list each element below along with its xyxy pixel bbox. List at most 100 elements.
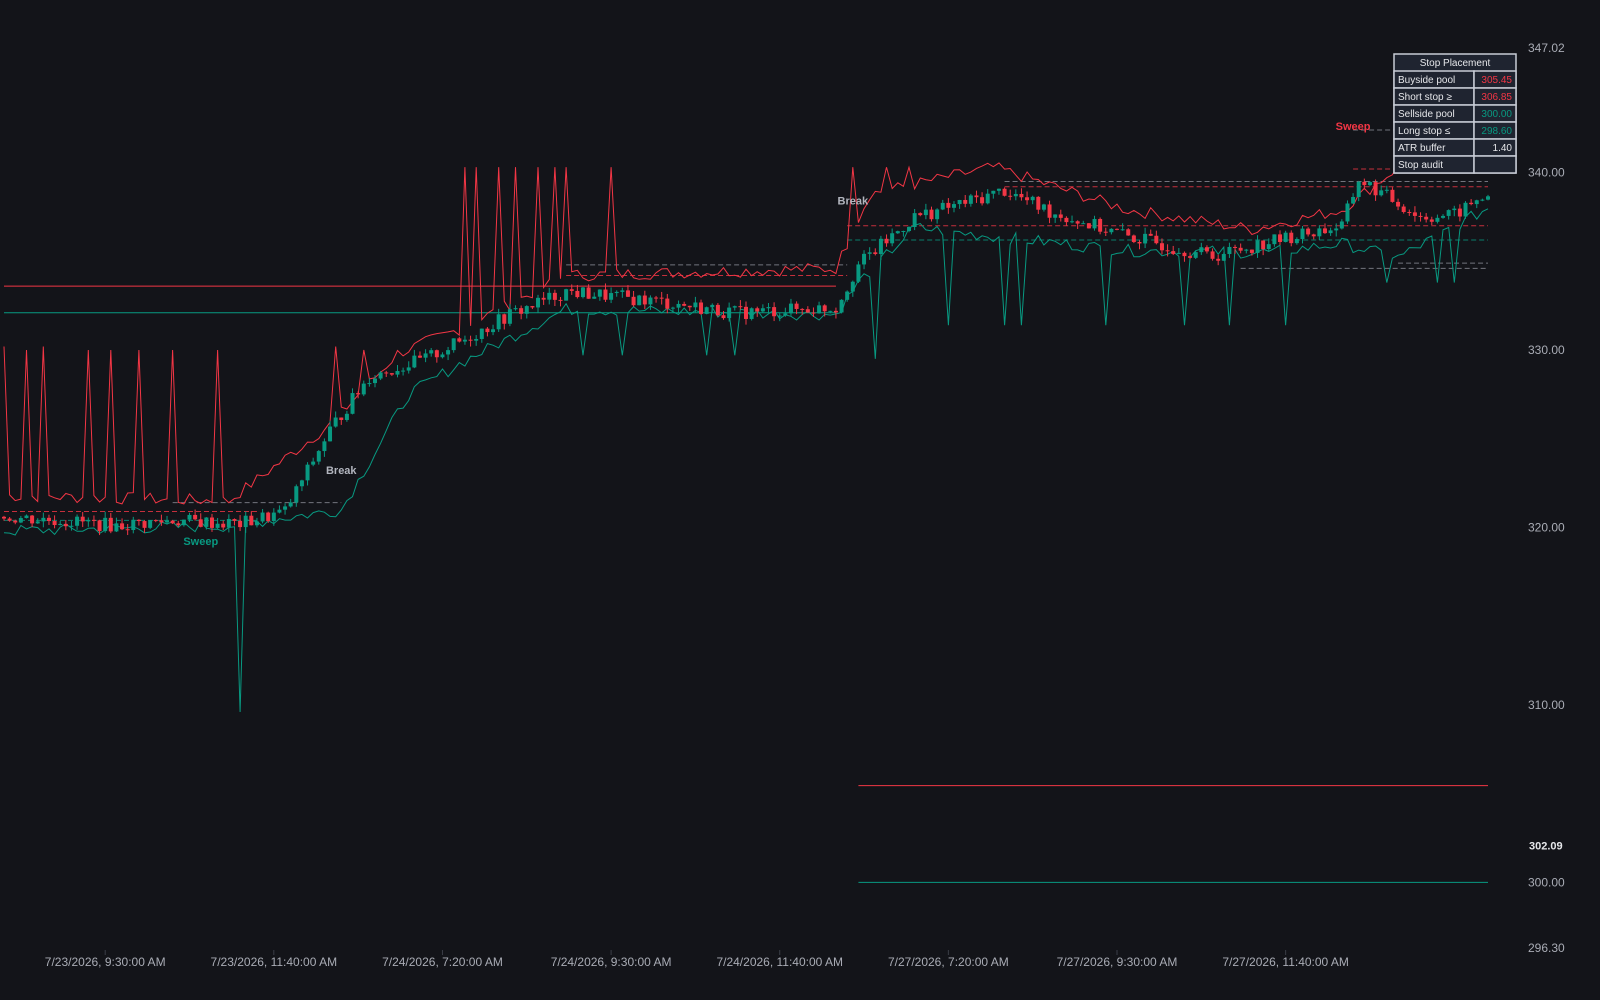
candle-body[interactable] [108,517,113,532]
candle-body[interactable] [238,520,243,528]
candle-body[interactable] [609,293,614,300]
candle-body[interactable] [687,305,692,308]
candle-body[interactable] [811,312,816,314]
candle-body[interactable] [30,515,35,524]
candle-body[interactable] [732,306,737,308]
candle-body[interactable] [176,523,181,526]
candle-body[interactable] [654,297,659,299]
candle-body[interactable] [1115,228,1119,230]
candle-body[interactable] [361,383,366,395]
candle-body[interactable] [963,199,968,204]
candle-body[interactable] [631,296,636,306]
candle-body[interactable] [1182,252,1187,257]
candle-body[interactable] [1300,228,1305,240]
candle-body[interactable] [328,426,333,442]
candle-body[interactable] [1075,221,1080,224]
candle-body[interactable] [648,297,653,305]
candle-body[interactable] [833,310,838,313]
candle-body[interactable] [1424,216,1429,220]
candle-body[interactable] [670,307,675,309]
candle-body[interactable] [704,307,709,314]
candle-body[interactable] [597,289,602,297]
candle-body[interactable] [1345,203,1350,222]
candle-body[interactable] [1452,208,1457,211]
candle-body[interactable] [1249,249,1254,253]
candle-body[interactable] [980,197,985,204]
candle-body[interactable] [305,464,310,481]
candle-body[interactable] [80,516,85,522]
candle-body[interactable] [1109,228,1114,233]
candle-body[interactable] [766,307,771,309]
candle-body[interactable] [1367,182,1372,186]
candle-body[interactable] [1289,232,1294,244]
candle-body[interactable] [502,314,507,324]
candle-body[interactable] [474,338,479,341]
candle-body[interactable] [193,514,198,520]
candle-body[interactable] [788,303,793,314]
candle-body[interactable] [350,393,355,414]
candle-body[interactable] [86,519,91,522]
candle-body[interactable] [951,204,956,208]
candle-body[interactable] [434,350,439,358]
x-axis[interactable]: 7/23/2026, 9:30:00 AM 7/23/2026, 11:40:00… [45,950,1349,969]
candle-body[interactable] [294,486,299,503]
candle-body[interactable] [828,310,833,312]
candle-body[interactable] [1238,247,1243,251]
candle-body[interactable] [322,441,327,452]
candle-body[interactable] [283,506,288,510]
candle-body[interactable] [524,306,529,314]
candle-body[interactable] [114,523,119,532]
candle-body[interactable] [215,523,220,528]
candle-body[interactable] [552,292,557,300]
candle-body[interactable] [620,290,625,292]
candle-body[interactable] [1266,244,1271,250]
candle-body[interactable] [592,296,597,299]
candle-body[interactable] [249,515,254,526]
candle-body[interactable] [800,308,805,310]
candle-body[interactable] [1244,249,1249,251]
candle-body[interactable] [1351,196,1356,204]
candle-body[interactable] [367,383,372,385]
candle-body[interactable] [1120,229,1125,231]
candle-body[interactable] [181,519,186,526]
candle-body[interactable] [356,393,361,395]
candle-body[interactable] [699,302,704,314]
candle-body[interactable] [260,512,265,522]
candle-body[interactable] [1429,219,1434,222]
candle-body[interactable] [1019,193,1024,198]
candle-body[interactable] [1384,189,1389,191]
candle-body[interactable] [1469,202,1474,205]
candle-body[interactable] [530,306,535,308]
candle-body[interactable] [845,291,850,300]
candle-body[interactable] [1227,246,1232,255]
candle-body[interactable] [266,512,271,522]
candle-body[interactable] [1283,232,1288,242]
candle-body[interactable] [1373,182,1378,196]
candle-body[interactable] [637,295,642,306]
candle-body[interactable] [985,193,990,204]
candle-body[interactable] [1216,258,1221,261]
candle-body[interactable] [1013,193,1018,197]
candle-body[interactable] [429,350,434,354]
candle-body[interactable] [1030,196,1035,201]
candle-body[interactable] [1407,212,1412,214]
candle-body[interactable] [1441,215,1446,218]
candle-body[interactable] [507,309,512,324]
candle-body[interactable] [918,213,923,216]
candle-body[interactable] [1322,228,1327,234]
candle-body[interactable] [344,413,349,420]
candle-body[interactable] [923,209,928,216]
candle-body[interactable] [1165,250,1170,252]
candle-body[interactable] [1379,190,1384,196]
candle-body[interactable] [1199,247,1204,253]
candle-body[interactable] [1064,217,1069,223]
candle-body[interactable] [1255,240,1260,253]
candle-body[interactable] [440,354,445,358]
candle-body[interactable] [991,190,996,194]
candle-body[interactable] [642,295,647,305]
candle-body[interactable] [929,209,934,220]
candle-body[interactable] [170,520,175,524]
candle-body[interactable] [18,518,23,523]
candle-body[interactable] [1036,196,1041,210]
candle-body[interactable] [1272,234,1277,245]
